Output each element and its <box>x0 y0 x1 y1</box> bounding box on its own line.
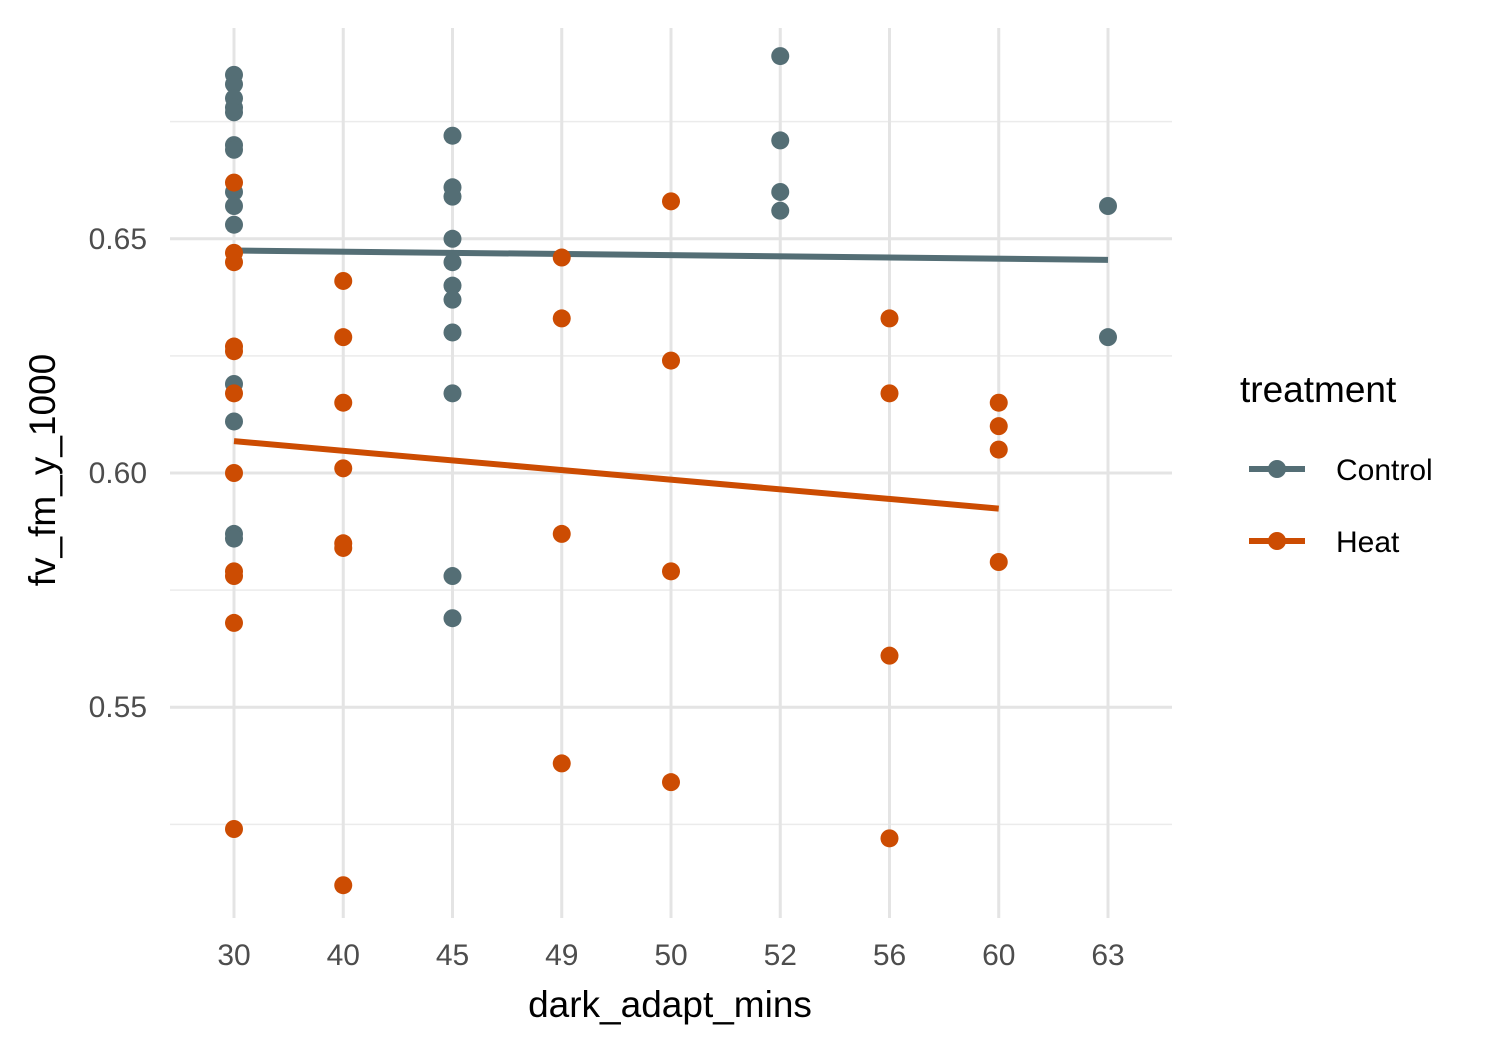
data-point-control <box>771 201 790 220</box>
data-point-heat <box>552 309 571 328</box>
data-point-heat <box>552 524 571 543</box>
x-tick-label: 50 <box>654 939 687 972</box>
data-point-heat <box>225 464 243 482</box>
x-tick-label: 63 <box>1091 939 1124 972</box>
data-point-control <box>443 229 462 248</box>
x-axis-ticks: 30 40 45 49 50 52 56 60 63 <box>217 939 1124 972</box>
data-point-heat <box>225 173 243 192</box>
data-point-heat <box>334 538 353 557</box>
data-point-heat <box>662 773 680 792</box>
data-point-control <box>443 609 462 628</box>
x-tick-label: 45 <box>436 939 469 972</box>
data-point-control <box>225 140 243 159</box>
trend-line-heat <box>233 438 1000 512</box>
data-point-control <box>1099 328 1117 347</box>
data-point-heat <box>225 613 243 632</box>
data-point-heat <box>880 384 899 403</box>
data-point-heat <box>880 309 899 328</box>
x-tick-label: 40 <box>327 939 360 972</box>
data-point-control <box>771 182 790 201</box>
data-point-control <box>443 323 462 342</box>
data-point-heat <box>334 876 353 895</box>
data-point-control <box>225 197 243 215</box>
data-point-heat <box>225 567 243 586</box>
data-point-heat <box>989 440 1008 459</box>
x-tick-label: 52 <box>764 939 797 972</box>
data-point-control <box>225 529 243 548</box>
data-point-heat <box>334 271 353 290</box>
x-tick-label: 56 <box>873 939 906 972</box>
data-point-heat <box>552 248 571 267</box>
data-point-control <box>443 187 462 206</box>
data-point-heat <box>880 646 899 665</box>
legend-title: treatment <box>1240 369 1397 410</box>
legend-key-point <box>1268 460 1286 478</box>
data-point-heat <box>880 829 899 848</box>
data-point-control <box>1099 197 1117 215</box>
legend-label: Heat <box>1336 526 1400 559</box>
data-point-heat <box>662 562 680 581</box>
data-point-heat <box>334 393 353 412</box>
x-tick-label: 30 <box>217 939 250 972</box>
legend-label: Control <box>1336 454 1433 487</box>
trend-lines <box>233 247 1109 512</box>
data-point-control <box>225 215 243 234</box>
x-axis-title: dark_adapt_mins <box>528 984 812 1025</box>
trend-line-control <box>233 247 1109 263</box>
data-point-control <box>443 126 462 145</box>
data-point-heat <box>662 192 680 211</box>
y-axis-ticks: 0.55 0.60 0.65 <box>89 223 147 724</box>
data-point-heat <box>225 384 243 403</box>
data-point-control <box>443 276 462 295</box>
data-point-control <box>771 131 790 150</box>
data-point-control <box>771 47 790 66</box>
data-point-control <box>225 103 243 122</box>
data-point-heat <box>989 553 1008 571</box>
data-point-heat <box>225 820 243 838</box>
data-point-heat <box>334 328 353 347</box>
data-point-control <box>225 412 243 431</box>
data-point-heat <box>334 459 353 478</box>
data-point-heat <box>662 351 680 370</box>
x-tick-label: 60 <box>982 939 1015 972</box>
data-point-heat <box>225 342 243 361</box>
data-point-heat <box>225 253 243 272</box>
y-axis-title: fv_fm_y_1000 <box>22 354 63 586</box>
data-point-control <box>443 567 462 586</box>
y-tick-label: 0.60 <box>89 457 147 490</box>
data-point-control <box>443 290 462 309</box>
data-point-control <box>443 253 462 272</box>
data-point-heat <box>989 417 1008 436</box>
x-tick-label: 49 <box>545 939 578 972</box>
y-tick-label: 0.65 <box>89 223 147 256</box>
legend-key-point <box>1268 532 1286 550</box>
y-tick-label: 0.55 <box>89 691 147 724</box>
data-point-control <box>225 75 243 94</box>
data-point-control <box>443 384 462 403</box>
data-points <box>225 47 1117 895</box>
data-point-heat <box>989 393 1008 412</box>
legend: treatment Control Heat <box>1240 369 1433 559</box>
data-point-heat <box>552 754 571 773</box>
